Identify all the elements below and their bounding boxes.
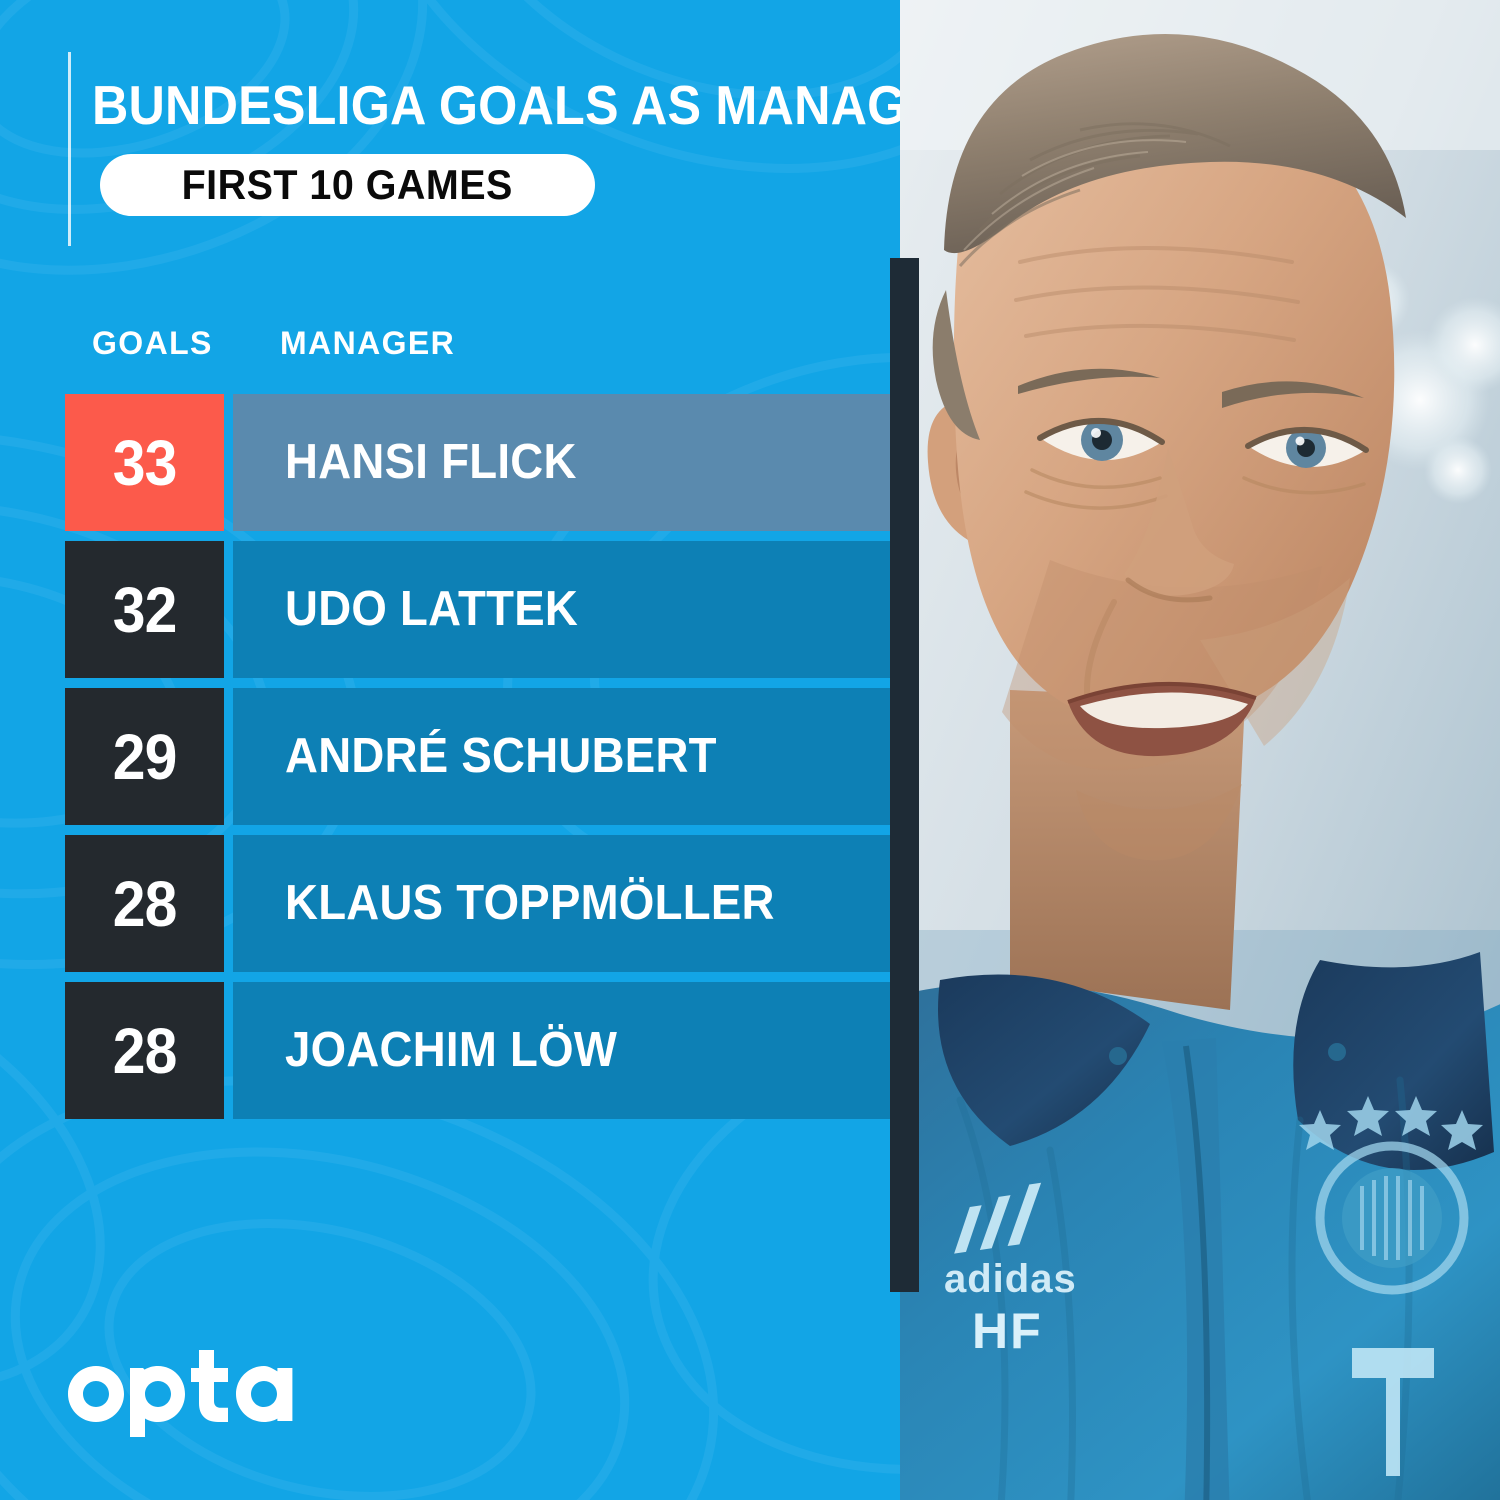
subtitle-pill: FIRST 10 GAMES (100, 154, 595, 216)
manager-cell: ANDRÉ SCHUBERT (233, 688, 890, 825)
manager-photo: adidas HF (900, 0, 1500, 1500)
manager-name: JOACHIM LÖW (285, 1023, 618, 1077)
goals-cell: 28 (65, 982, 224, 1119)
manager-name: UDO LATTEK (285, 582, 579, 636)
title-accent-rule (68, 52, 71, 246)
manager-name: HANSI FLICK (285, 435, 577, 489)
page-title: BUNDESLIGA GOALS AS MANAGER (92, 74, 920, 136)
manager-ranking-table: 33 HANSI FLICK 32 UDO LATTEK 29 ANDRÉ SCHUBER… (0, 394, 920, 1129)
subtitle-pill-label: FIRST 10 GAMES (181, 161, 514, 208)
goals-value: 28 (112, 867, 178, 940)
manager-cell: JOACHIM LÖW (233, 982, 890, 1119)
manager-cell: KLAUS TOPPMÖLLER (233, 835, 890, 972)
table-row: 33 HANSI FLICK (0, 394, 920, 531)
opta-logo (60, 1348, 300, 1438)
table-column-headers: GOALS MANAGER (0, 327, 920, 369)
column-header-goals: GOALS (92, 325, 213, 361)
goals-cell: 33 (65, 394, 224, 531)
left-content-panel: BUNDESLIGA GOALS AS MANAGER FIRST 10 GAM… (0, 0, 920, 1500)
goals-value: 32 (112, 573, 178, 646)
goals-value: 28 (112, 1014, 178, 1087)
manager-name: ANDRÉ SCHUBERT (285, 729, 717, 783)
svg-text:HF: HF (972, 1303, 1043, 1359)
manager-cell: UDO LATTEK (233, 541, 890, 678)
panel-divider-bar (890, 258, 919, 1292)
manager-cell: HANSI FLICK (233, 394, 890, 531)
manager-name: KLAUS TOPPMÖLLER (285, 876, 775, 930)
goals-cell: 29 (65, 688, 224, 825)
table-row: 28 KLAUS TOPPMÖLLER (0, 835, 920, 972)
goals-cell: 28 (65, 835, 224, 972)
goals-value: 33 (112, 426, 178, 499)
table-row: 28 JOACHIM LÖW (0, 982, 920, 1119)
table-row: 29 ANDRÉ SCHUBERT (0, 688, 920, 825)
goals-value: 29 (112, 720, 178, 793)
goals-cell: 32 (65, 541, 224, 678)
table-row: 32 UDO LATTEK (0, 541, 920, 678)
svg-text:adidas: adidas (944, 1257, 1077, 1301)
column-header-manager: MANAGER (280, 325, 456, 361)
